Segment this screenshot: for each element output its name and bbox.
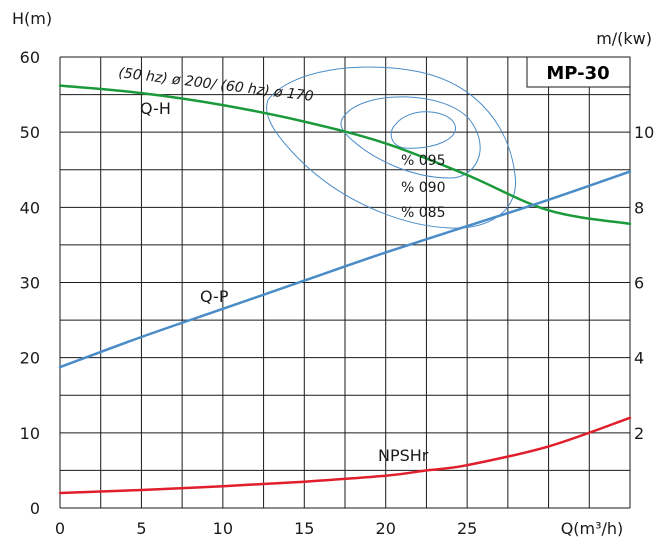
x-tick-label: 5: [136, 519, 146, 538]
x-tick-label: 20: [376, 519, 396, 538]
y-left-tick-label: 30: [20, 274, 40, 293]
x-tick-label: 10: [213, 519, 233, 538]
y-right-tick-label: 8: [634, 198, 644, 217]
qp-curve-label: Q-P: [200, 287, 229, 306]
y-right-tick-label: 6: [634, 274, 644, 293]
y-left-tick-label: 20: [20, 349, 40, 368]
series-q-h-line: [58, 84, 632, 226]
y-left-tick-label: 0: [30, 499, 40, 518]
y-right-tick-label: 4: [634, 349, 644, 368]
x-axis-title: Q(m³/h): [561, 519, 624, 538]
efficiency-contour-090: [340, 96, 481, 179]
efficiency-contours: [266, 66, 517, 229]
x-tick-label: 0: [55, 519, 65, 538]
x-tick-label: 25: [457, 519, 477, 538]
series-q-p-line: [58, 170, 632, 369]
right-axis-title: m/(kw): [596, 29, 652, 48]
efficiency-label-085: % 085: [401, 205, 445, 221]
model-box: [526, 56, 631, 88]
left-axis-title: H(m): [12, 9, 52, 28]
qh-curve-label: Q-H: [140, 99, 171, 118]
tick-layer: 0 5 10 15 20 25 0 10 20 30 40 50 60 2 4 6 8 10: [20, 48, 655, 538]
efficiency-contour-085: [266, 66, 517, 229]
x-tick-label: 15: [294, 519, 314, 538]
efficiency-contour-095: [390, 111, 456, 149]
y-right-tick-label: 2: [634, 424, 644, 443]
y-right-tick-label: 10: [634, 123, 654, 142]
y-left-tick-label: 50: [20, 123, 40, 142]
npshr-curve-label: NPSHr: [378, 446, 429, 465]
chart-title: MP-30: [546, 63, 609, 84]
y-left-tick-label: 10: [20, 424, 40, 443]
chart-grid: [59, 56, 631, 509]
series-npshr-line: [58, 416, 632, 495]
efficiency-label-090: % 090: [401, 180, 445, 196]
efficiency-label-095: % 095: [401, 153, 445, 169]
series-layer: [58, 84, 632, 495]
y-left-tick-label: 40: [20, 198, 40, 217]
y-left-tick-label: 60: [20, 48, 40, 67]
